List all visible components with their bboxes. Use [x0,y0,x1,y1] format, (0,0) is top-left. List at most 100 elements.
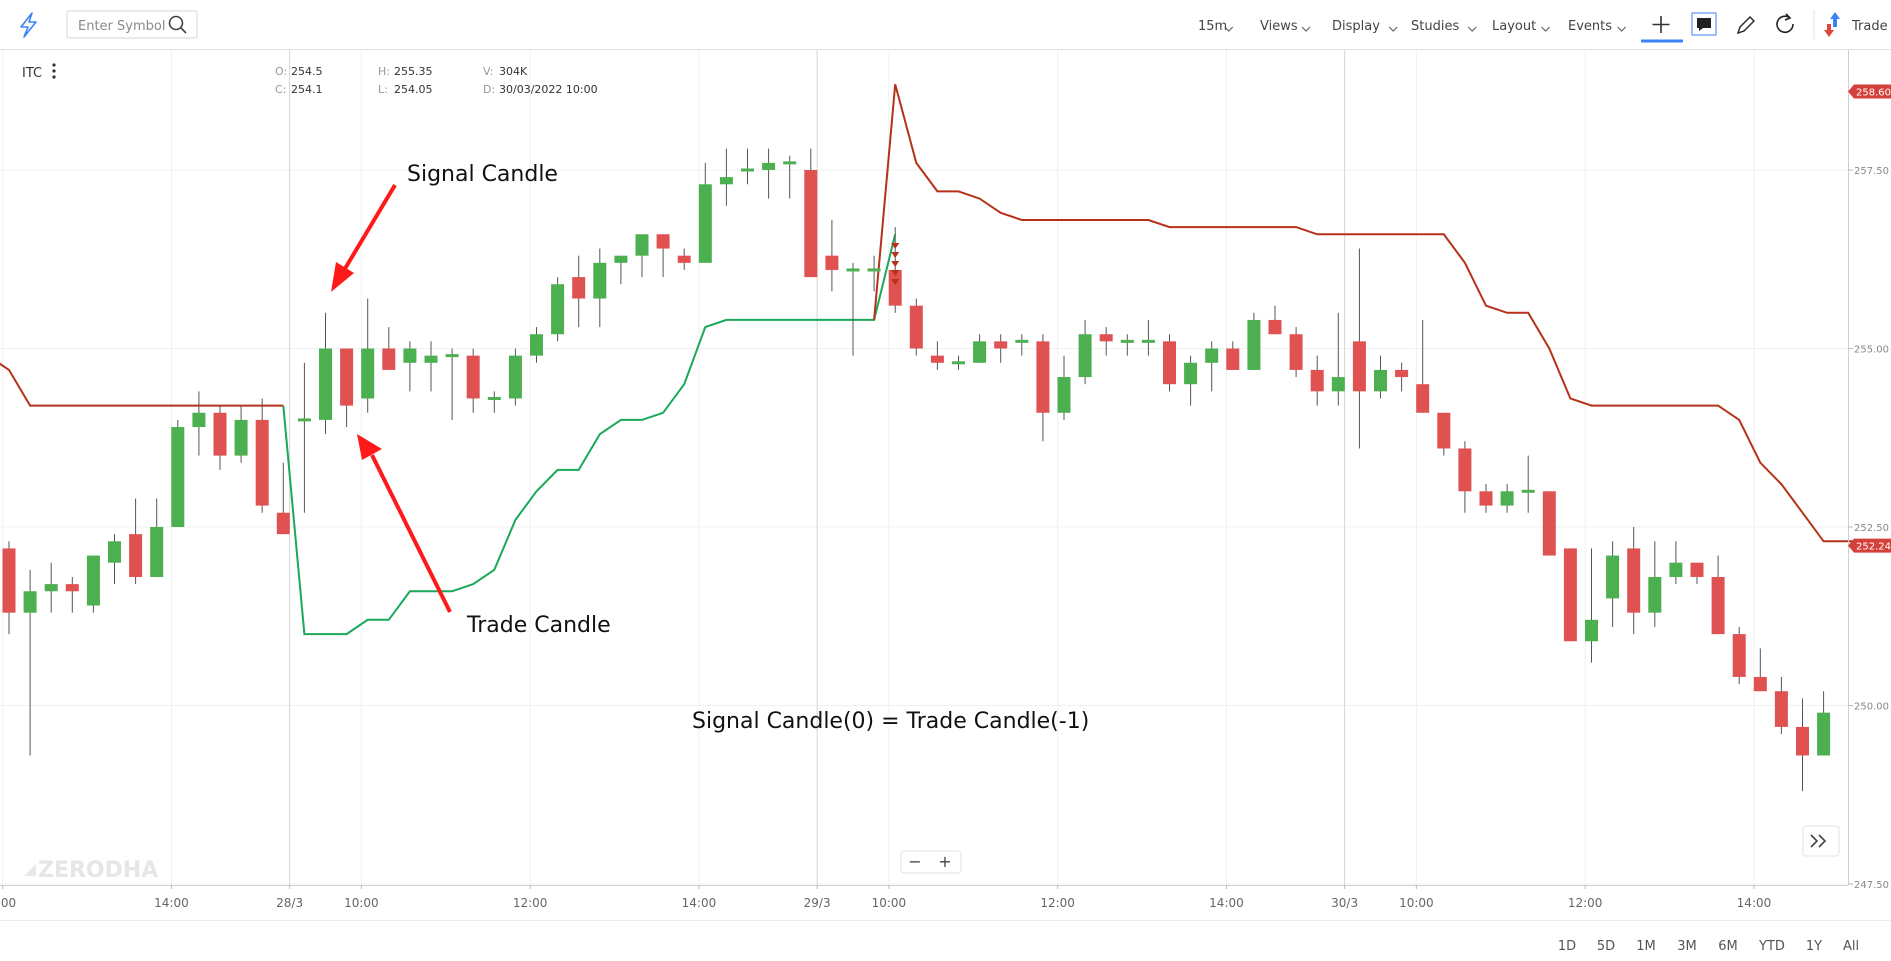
range-button-1d[interactable]: 1D [1558,939,1576,954]
menu-display[interactable]: Display [1332,19,1398,34]
price-tag [1848,84,1891,99]
price-tag-label: 258.60 [1856,87,1891,98]
bolt-icon[interactable] [20,12,37,38]
chevron-down-icon [1224,26,1234,32]
candle-body [86,555,100,606]
range-button-6m[interactable]: 6M [1718,939,1738,954]
candle-body [1057,377,1071,413]
candle-body [1374,369,1387,392]
trade-buy-icon[interactable] [1830,12,1840,27]
candle-body [762,162,776,170]
candle [825,219,839,292]
menu-events[interactable]: Events [1568,19,1627,34]
candle-body [1099,334,1113,342]
candle [213,405,227,470]
candle-body [150,527,164,577]
candle-body [1205,348,1219,363]
candle [445,348,459,420]
candle-body [255,419,269,506]
candle [614,255,628,285]
candle-body [698,184,712,263]
x-tick-label: 14:00 [1737,896,1772,910]
candle-body [1690,562,1704,577]
candle [192,391,206,456]
candles [2,148,1831,792]
candle [1078,319,1092,385]
zoom-out-button[interactable]: − [908,852,921,871]
x-tick-label: 12:00 [513,896,548,910]
trade-candle-label: Trade Candle [466,613,611,638]
scroll-to-latest-button[interactable] [1802,825,1840,857]
candle-body [192,412,206,428]
candle-body [1817,712,1831,756]
sell-signal-marker [891,270,900,276]
menu-label: Views [1260,19,1298,34]
range-button-all[interactable]: All [1843,939,1859,954]
crosshair-icon[interactable] [1652,16,1670,33]
candle [382,327,396,370]
candle [86,555,100,613]
reset-icon[interactable] [1776,15,1794,34]
menu-layout[interactable]: Layout [1492,19,1551,34]
candle [1627,527,1641,635]
open-value: 254.5 [291,65,323,78]
candle-body [403,348,417,363]
close-value: 254.1 [291,83,323,96]
candle-body [572,277,586,299]
signal-arrow-line [341,183,397,274]
y-axis: 257.50 255.00 252.50 250.00 247.50 258.60 252.… [1848,50,1891,891]
candle [1057,355,1071,420]
pencil-icon[interactable] [1736,16,1755,35]
candle [424,341,438,392]
candle [1374,355,1387,399]
candle-body [1247,319,1261,370]
candle-body [551,284,565,335]
candle-body [593,262,607,299]
range-button-1y[interactable]: 1Y [1806,939,1822,954]
candle-body [677,255,691,263]
candle-body [1310,369,1324,392]
trade-arrow-line [370,454,452,613]
range-button-1m[interactable]: 1M [1636,939,1656,954]
range-button-ytd[interactable]: YTD [1758,939,1785,954]
candle [1542,491,1556,556]
search-icon[interactable] [168,15,184,31]
reset-icon-arrowhead [1784,13,1792,21]
candle [2,541,16,635]
more-options-icon[interactable] [52,63,56,67]
menu-studies[interactable]: Studies [1411,19,1477,34]
menu-15m[interactable]: 15m [1198,19,1234,34]
x-tick-label: 28/3 [276,896,303,910]
x-tick-label: 12:00 [1040,896,1075,910]
menu-views[interactable]: Views [1260,19,1311,34]
zoom-in-button[interactable]: + [938,852,951,871]
candle [276,462,290,535]
candle [1289,327,1303,378]
menu-label: Studies [1411,19,1459,34]
trade-sell-icon[interactable] [1824,24,1834,37]
candle [909,298,923,356]
candle [741,148,754,185]
menu-label: 15m [1198,19,1227,34]
range-button-5d[interactable]: 5D [1597,939,1615,954]
double-chevron-right-icon [1810,834,1827,848]
candle [1521,455,1535,513]
candle [65,576,79,613]
sell-markers [891,243,900,285]
x-tick-label: 10:00 [344,896,379,910]
search-input[interactable] [66,10,198,39]
candle [719,148,733,206]
chevron-down-icon [1467,26,1477,32]
trade-button[interactable]: Trade [1851,19,1888,34]
low-label: L: [378,83,388,96]
candle [361,298,375,413]
candle [1141,319,1155,356]
candle [656,234,670,278]
candle [1036,334,1050,442]
candle-body [44,584,58,592]
candle [888,227,902,313]
symbol-search[interactable]: Enter Symbol [66,10,198,39]
range-buttons: 1D 5D 1M 3M 6M YTD 1Y All [1558,939,1859,954]
range-button-3m[interactable]: 3M [1677,939,1697,954]
